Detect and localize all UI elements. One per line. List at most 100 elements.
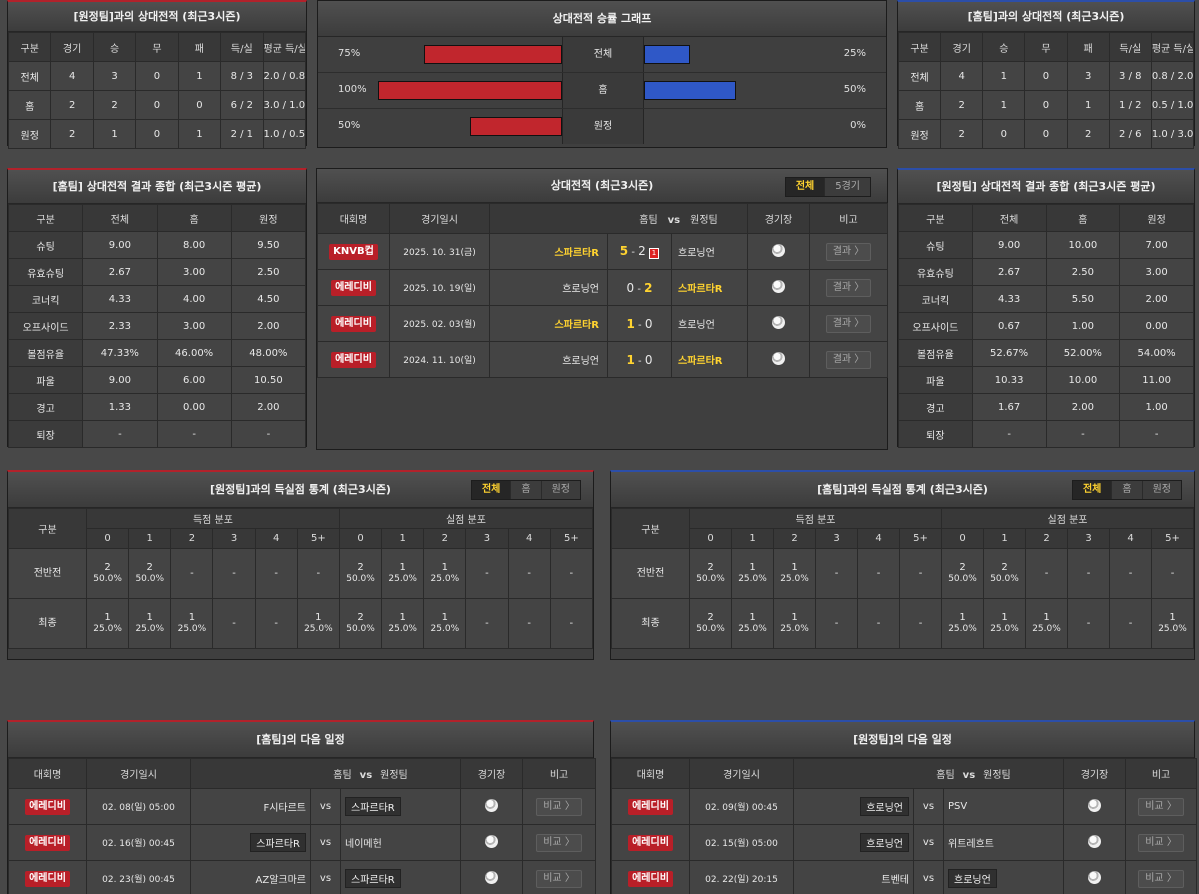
competition-badge[interactable]: 에레디비 [628, 834, 673, 851]
venue-cell [747, 305, 810, 342]
column-header: 패 [177, 32, 222, 62]
home-team-name[interactable]: 흐로닝언 [860, 833, 909, 852]
result-button[interactable]: 결과 〉 [825, 350, 872, 369]
goal-count: - [834, 617, 839, 629]
tab-5-games[interactable]: 5경기 [824, 178, 870, 196]
competition-badge[interactable]: 에레디비 [331, 315, 376, 332]
away-team-cell[interactable]: 흐로닝언 [942, 860, 1065, 894]
away-team-cell[interactable]: 네이메헌 [339, 824, 462, 861]
competition-badge[interactable]: 에레디비 [331, 279, 376, 296]
home-team-name[interactable]: 흐로닝언 [562, 284, 599, 295]
away-team-name[interactable]: 흐로닝언 [678, 248, 715, 259]
away-team-name[interactable]: 스파르타R [345, 797, 401, 816]
competition-badge[interactable]: 에레디비 [628, 798, 673, 815]
home-team-cell[interactable]: 스파르타R [489, 233, 608, 270]
home-team-cell[interactable]: AZ알크마르 [190, 860, 311, 894]
home-team-cell[interactable]: F시타르트 [190, 788, 311, 825]
column-header: 홈 [156, 204, 232, 232]
note-cell: 비교 〉 [1125, 824, 1198, 861]
away-team-name[interactable]: 스파르타R [678, 356, 723, 367]
vs-label: vs [319, 873, 332, 884]
home-team-name[interactable]: AZ알크마르 [255, 875, 307, 886]
column-header: 승 [92, 32, 137, 62]
home-score: 1 [626, 316, 635, 331]
tab-home[interactable]: 홈 [510, 481, 540, 499]
home-team-cell[interactable]: 흐로닝언 [489, 341, 608, 378]
compare-button[interactable]: 비교 〉 [536, 869, 582, 888]
home-team-name[interactable]: 흐로닝언 [562, 356, 599, 367]
competition-badge[interactable]: 에레디비 [25, 834, 70, 851]
competition-badge[interactable]: KNVB컵 [329, 243, 378, 260]
stadium-icon[interactable] [772, 243, 785, 257]
away-team-cell[interactable]: 위트레흐트 [942, 824, 1065, 861]
home-goals-table: 구분 득점 분포 실점 분포 0 1 2 3 4 5+ 0 1 2 3 4 5+ 전반전 2 50.0% 1 25.0… [611, 508, 1194, 649]
home-team-cell[interactable]: 흐로닝언 [793, 788, 914, 825]
goal-count: - [1170, 567, 1175, 579]
compare-button[interactable]: 비교 〉 [1138, 797, 1184, 816]
competition-badge[interactable]: 에레디비 [331, 351, 376, 368]
away-team-name[interactable]: 흐로닝언 [678, 320, 715, 331]
home-team-cell[interactable]: 스파르타R [489, 305, 608, 342]
home-team-name[interactable]: 트벤테 [881, 875, 909, 886]
column-header: 홈팀 vs 원정팀 [189, 758, 462, 789]
home-team-cell[interactable]: 스파르타R [190, 824, 311, 861]
home-team-name[interactable]: 흐로닝언 [860, 797, 909, 816]
goal-count: - [876, 617, 881, 629]
home-team-name[interactable]: 스파르타R [250, 833, 306, 852]
home-team-name[interactable]: 스파르타R [554, 320, 599, 331]
away-team-name[interactable]: 흐로닝언 [948, 869, 997, 888]
away-team-cell[interactable]: 스파르타R [671, 269, 748, 306]
competition-badge[interactable]: 에레디비 [628, 870, 673, 887]
away-team-cell[interactable]: PSV [942, 788, 1065, 825]
away-team-name[interactable]: 위트레흐트 [948, 839, 994, 850]
stadium-icon[interactable] [485, 834, 499, 848]
compare-button[interactable]: 비교 〉 [1138, 869, 1184, 888]
stadium-icon[interactable] [772, 315, 785, 329]
away-team-name[interactable]: 스파르타R [678, 284, 723, 295]
away-team-cell[interactable]: 스파르타R [339, 860, 462, 894]
result-button[interactable]: 결과 〉 [825, 242, 872, 261]
stadium-icon[interactable] [485, 798, 499, 812]
goal-cell: 1 25.0% [1025, 598, 1068, 649]
stadium-icon[interactable] [772, 279, 785, 293]
tab-all[interactable]: 전체 [1072, 481, 1112, 499]
away-team-name[interactable]: 스파르타R [345, 869, 401, 888]
home-team-name[interactable]: F시타르트 [263, 803, 306, 814]
stadium-icon[interactable] [1088, 870, 1102, 884]
stat-cell: 2.00 [1045, 393, 1121, 421]
tab-all[interactable]: 전체 [785, 178, 825, 196]
tab-home[interactable]: 홈 [1111, 481, 1141, 499]
tab-away[interactable]: 원정 [1141, 481, 1181, 499]
away-team-cell[interactable]: 흐로닝언 [671, 305, 748, 342]
stadium-icon[interactable] [1088, 834, 1102, 848]
competition-badge[interactable]: 에레디비 [25, 798, 70, 815]
date-cell: 02. 22(일) 20:15 [689, 860, 794, 894]
goal-cell: - [507, 598, 551, 649]
compare-button[interactable]: 비교 〉 [536, 797, 582, 816]
stadium-icon[interactable] [485, 870, 499, 884]
home-team-name[interactable]: 스파르타R [554, 248, 599, 259]
result-button[interactable]: 결과 〉 [825, 314, 872, 333]
stadium-icon[interactable] [772, 351, 785, 365]
column-header: 무 [1024, 32, 1068, 62]
stadium-icon[interactable] [1088, 798, 1102, 812]
home-team-cell[interactable]: 흐로닝언 [793, 824, 914, 861]
away-team-cell[interactable]: 스파르타R [671, 341, 748, 378]
compare-button[interactable]: 비교 〉 [1138, 833, 1184, 852]
away-team-name[interactable]: PSV [948, 801, 968, 812]
tab-away[interactable]: 원정 [540, 481, 580, 499]
home-team-cell[interactable]: 트벤테 [793, 860, 914, 894]
home-team-cell[interactable]: 흐로닝언 [489, 269, 608, 306]
away-team-name[interactable]: 네이메헌 [345, 839, 382, 850]
column-header: 경기 [940, 32, 984, 62]
goal-percent: 50.0% [346, 574, 375, 584]
stat-cell: 10.00 [1045, 231, 1121, 259]
tab-all[interactable]: 전체 [471, 481, 511, 499]
stat-cell: 0.67 [971, 312, 1047, 340]
competition-badge[interactable]: 에레디비 [25, 870, 70, 887]
competition-cell: 에레디비 [8, 788, 87, 825]
result-button[interactable]: 결과 〉 [825, 278, 872, 297]
away-team-cell[interactable]: 흐로닝언 [671, 233, 748, 270]
compare-button[interactable]: 비교 〉 [536, 833, 582, 852]
away-team-cell[interactable]: 스파르타R [339, 788, 462, 825]
